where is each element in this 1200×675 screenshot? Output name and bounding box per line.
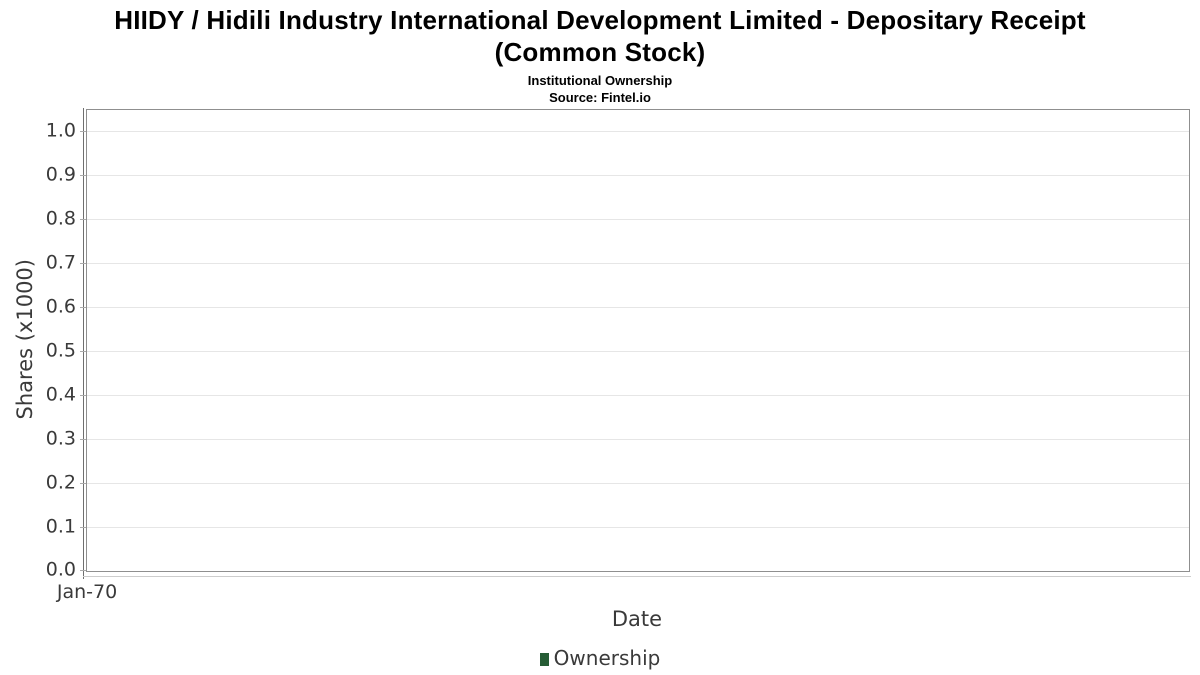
y-tick-mark xyxy=(80,570,86,571)
y-tick-label: 0.2 xyxy=(45,471,76,494)
gridline xyxy=(87,174,1189,176)
y-tick-label: 0.9 xyxy=(45,163,76,186)
chart-source: Source: Fintel.io xyxy=(549,90,651,105)
y-tick-mark xyxy=(80,131,86,133)
y-tick-label: 0.8 xyxy=(45,207,76,230)
legend-swatch-icon xyxy=(539,652,549,666)
chart-legend: Ownership xyxy=(0,646,1200,670)
y-tick-mark xyxy=(80,219,86,221)
x-tick-label: Jan-70 xyxy=(56,581,118,603)
y-tick-mark xyxy=(80,307,86,309)
x-axis-title: Date xyxy=(611,607,663,631)
chart-title-line-1: HIIDY / Hidili Industry International De… xyxy=(114,5,1086,35)
y-tick-label: 0.7 xyxy=(45,251,76,274)
gridline xyxy=(87,350,1189,352)
legend-label: Ownership xyxy=(553,646,661,670)
chart-title-line-2: (Common Stock) xyxy=(494,37,706,67)
chart-subtitle: Institutional Ownership xyxy=(527,73,673,88)
y-tick-label: 0.5 xyxy=(45,339,76,362)
gridline xyxy=(87,130,1189,132)
chart-header: HIIDY / Hidili Industry International De… xyxy=(0,0,1200,106)
y-tick-mark xyxy=(80,175,86,177)
gridline xyxy=(87,262,1189,264)
gridline xyxy=(87,526,1189,528)
y-tick-label: 0.3 xyxy=(45,427,76,450)
y-tick-label: 0.0 xyxy=(45,558,76,581)
y-tick-mark xyxy=(80,351,86,353)
gridline xyxy=(87,394,1189,396)
x-axis-line xyxy=(83,576,1191,577)
y-tick-label: 0.6 xyxy=(45,295,76,318)
plot-area: Jan-70 0.0 0.1 0.2 0.3 0.4 0.5 0.6 0.7 0.8 0.9 1.0 xyxy=(46,108,1191,603)
gridline xyxy=(87,438,1189,440)
y-tick-label: 1.0 xyxy=(45,119,76,142)
legend-item-ownership: Ownership xyxy=(539,646,661,670)
y-tick-label: 0.1 xyxy=(45,515,76,538)
y-axis-title: Shares (x1000) xyxy=(13,259,37,420)
gridline xyxy=(87,482,1189,484)
y-tick-label: 0.4 xyxy=(45,383,76,406)
y-axis-title-wrap: Shares (x1000) xyxy=(10,109,40,570)
y-tick-mark xyxy=(80,527,86,528)
y-tick-mark xyxy=(80,263,86,265)
y-tick-mark xyxy=(80,439,86,441)
gridline xyxy=(87,218,1189,220)
y-axis-line xyxy=(83,108,84,579)
y-tick-mark xyxy=(80,395,86,397)
gridline xyxy=(87,306,1189,308)
y-tick-mark xyxy=(80,483,86,485)
